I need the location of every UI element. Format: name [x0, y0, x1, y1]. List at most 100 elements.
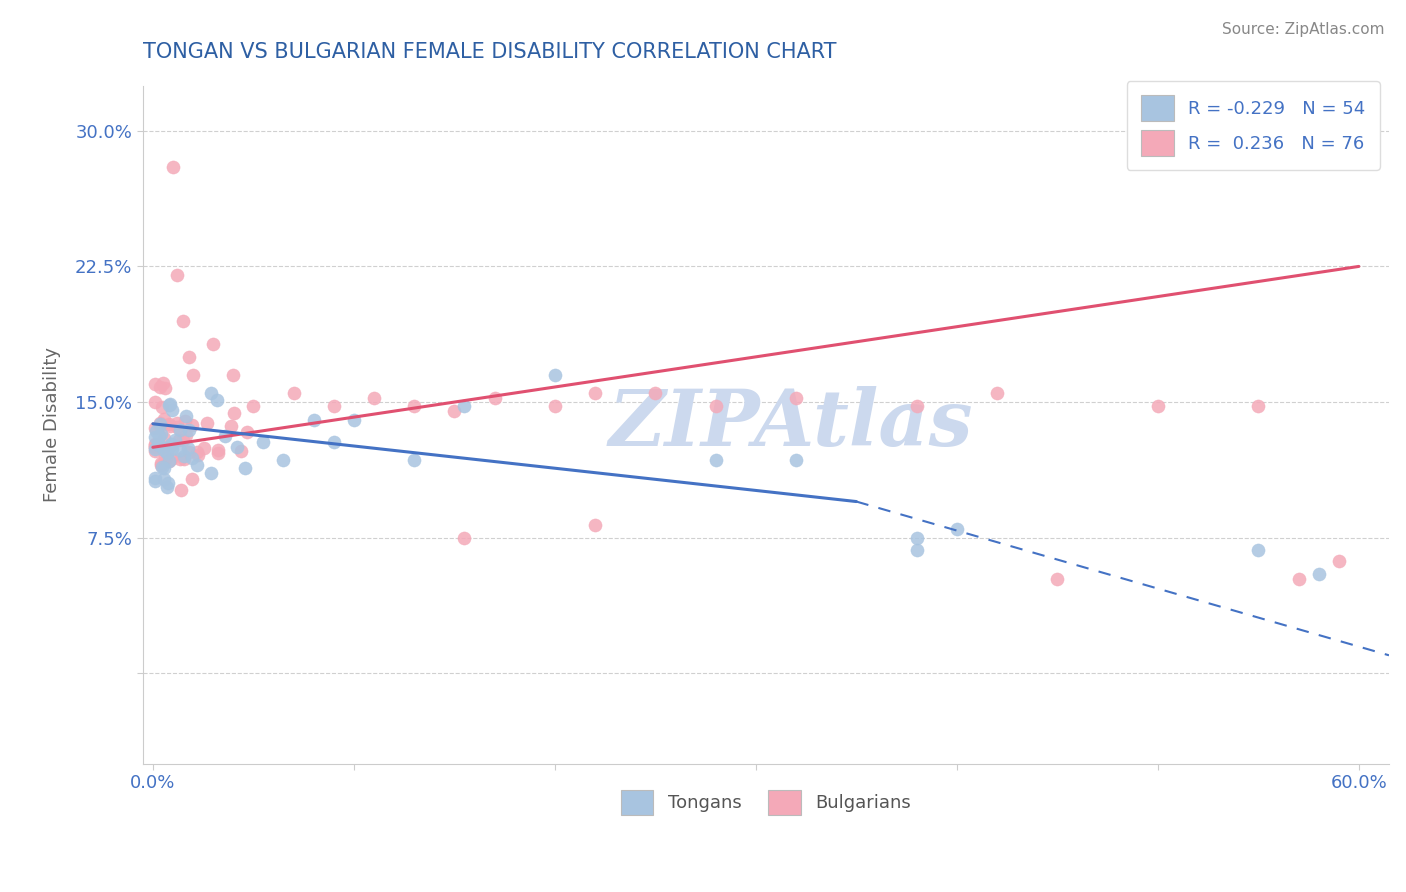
Point [149, 458, 172, 472]
Point [180, 472, 202, 486]
Point [193, 442, 215, 456]
Text: ZIPAtlas: ZIPAtlas [609, 386, 973, 463]
Point [544, 399, 567, 413]
Point [143, 437, 166, 451]
Point [544, 368, 567, 382]
Point [148, 429, 170, 443]
Point [1288, 572, 1310, 586]
Legend: Tongans, Bulgarians: Tongans, Bulgarians [613, 782, 918, 822]
Point [157, 417, 180, 432]
Point [236, 425, 259, 440]
Point [946, 522, 969, 536]
Point [484, 392, 506, 406]
Point [149, 442, 172, 456]
Point [214, 429, 236, 443]
Point [905, 531, 928, 545]
Point [156, 446, 179, 460]
Point [149, 417, 172, 431]
Point [453, 531, 475, 545]
Point [143, 376, 166, 391]
Point [170, 483, 193, 498]
Point [150, 457, 173, 471]
Point [219, 419, 242, 434]
Point [200, 466, 222, 480]
Point [252, 434, 274, 449]
Point [159, 419, 181, 434]
Point [157, 454, 180, 468]
Point [153, 472, 176, 486]
Point [176, 409, 198, 423]
Point [704, 399, 727, 413]
Point [166, 268, 188, 283]
Point [143, 430, 166, 444]
Point [242, 399, 264, 413]
Point [177, 445, 200, 459]
Point [176, 428, 198, 442]
Point [153, 431, 176, 445]
Point [443, 404, 465, 418]
Point [363, 392, 385, 406]
Point [143, 474, 166, 488]
Point [143, 442, 166, 456]
Point [177, 350, 200, 364]
Point [166, 420, 188, 434]
Point [233, 461, 256, 475]
Point [302, 413, 325, 427]
Point [169, 423, 191, 437]
Point [145, 424, 167, 438]
Point [149, 380, 172, 394]
Point [156, 480, 179, 494]
Point [160, 403, 183, 417]
Point [186, 445, 208, 459]
Point [150, 426, 173, 441]
Point [1327, 554, 1350, 568]
Point [200, 386, 222, 401]
Point [159, 439, 181, 453]
Point [1247, 399, 1270, 413]
Point [150, 401, 173, 415]
Point [202, 337, 225, 351]
Point [785, 392, 807, 406]
Point [207, 445, 229, 459]
Point [785, 453, 807, 467]
Point [343, 413, 366, 427]
Point [207, 393, 229, 408]
Text: TONGAN VS BULGARIAN FEMALE DISABILITY CORRELATION CHART: TONGAN VS BULGARIAN FEMALE DISABILITY CO… [143, 42, 837, 62]
Point [181, 451, 204, 466]
Point [181, 368, 204, 382]
Point [181, 417, 204, 432]
Point [644, 386, 666, 401]
Point [149, 417, 172, 431]
Point [143, 421, 166, 435]
Point [453, 399, 475, 413]
Point [195, 416, 218, 430]
Point [229, 443, 252, 458]
Point [322, 399, 344, 413]
Point [157, 454, 180, 468]
Point [143, 471, 166, 485]
Point [162, 160, 184, 174]
Point [149, 418, 172, 433]
Point [143, 394, 166, 409]
Text: Source: ZipAtlas.com: Source: ZipAtlas.com [1222, 22, 1385, 37]
Point [173, 452, 195, 467]
Point [143, 437, 166, 451]
Point [224, 406, 246, 420]
Point [169, 452, 191, 467]
Point [153, 381, 176, 395]
Point [404, 399, 426, 413]
Point [159, 437, 181, 451]
Point [148, 438, 170, 452]
Point [583, 518, 606, 533]
Point [157, 398, 180, 412]
Point [166, 416, 188, 430]
Point [172, 314, 194, 328]
Point [150, 460, 173, 475]
Point [157, 476, 180, 491]
Point [704, 453, 727, 467]
Point [1247, 543, 1270, 558]
Point [179, 423, 201, 437]
Point [187, 448, 209, 462]
Point [143, 444, 166, 458]
Point [153, 443, 176, 458]
